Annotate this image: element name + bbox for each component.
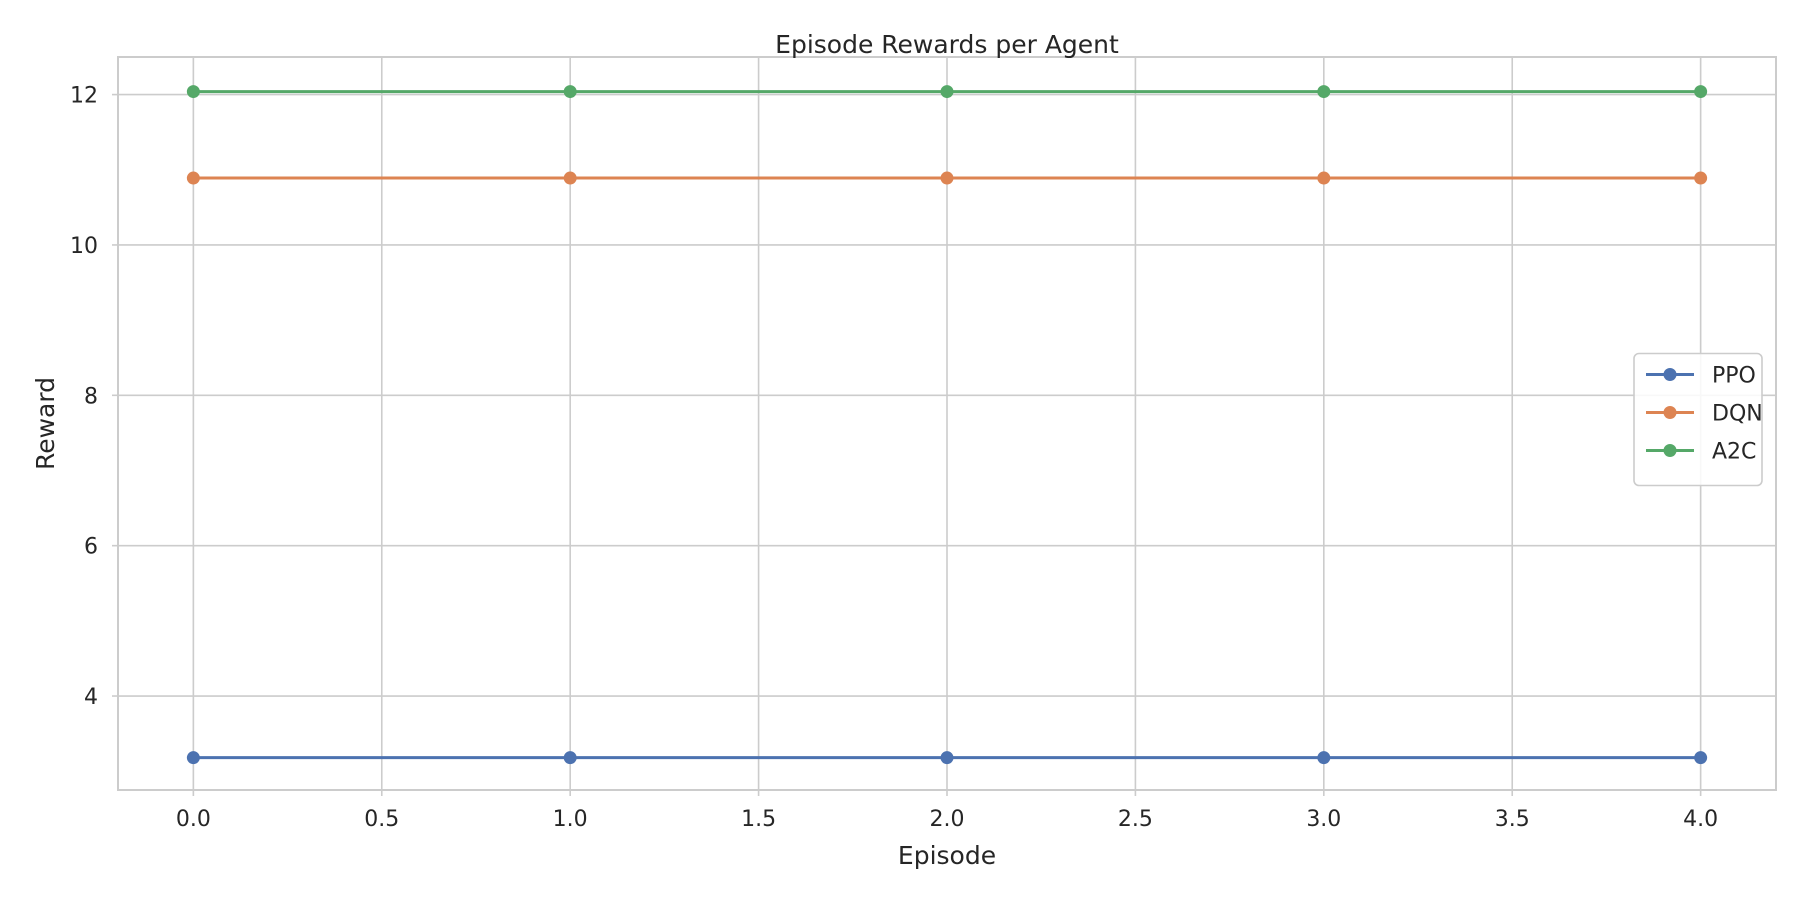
- y-tick-label: 12: [70, 84, 98, 109]
- grid-lines: [118, 57, 1776, 790]
- x-tick-label: 3.0: [1306, 807, 1341, 832]
- data-point: [186, 751, 200, 765]
- series-ppo: [186, 751, 1708, 765]
- chart-title: Episode Rewards per Agent: [775, 30, 1119, 59]
- x-tick-label: 3.5: [1495, 807, 1530, 832]
- data-point: [1694, 751, 1708, 765]
- legend-item: A2C: [1646, 440, 1756, 465]
- y-tick-label: 10: [70, 234, 98, 259]
- data-point: [1694, 171, 1708, 185]
- data-point: [563, 85, 577, 99]
- data-point: [1317, 85, 1331, 99]
- x-tick-label: 2.0: [930, 807, 965, 832]
- y-axis-label: Reward: [31, 377, 60, 470]
- x-tick-label: 1.0: [553, 807, 588, 832]
- legend-marker: [1663, 444, 1677, 457]
- y-tick-label: 4: [84, 685, 98, 710]
- legend-label: DQN: [1712, 402, 1763, 427]
- legend-marker: [1663, 368, 1677, 381]
- data-point: [563, 751, 577, 765]
- data-point: [186, 85, 200, 99]
- series-a2c: [186, 85, 1708, 99]
- series-dqn: [186, 171, 1708, 185]
- legend-marker: [1663, 406, 1677, 419]
- x-tick-label: 1.5: [741, 807, 776, 832]
- legend-item: PPO: [1646, 364, 1756, 389]
- legend: PPO DQN A2C: [1633, 352, 1763, 487]
- x-axis-label: Episode: [898, 841, 996, 870]
- y-tick-label: 8: [84, 384, 98, 409]
- data-point: [563, 171, 577, 185]
- data-point: [186, 171, 200, 185]
- legend-label: A2C: [1712, 440, 1756, 465]
- data-point: [1317, 751, 1331, 765]
- x-tick-label: 0.5: [364, 807, 399, 832]
- x-tick-label: 4.0: [1683, 807, 1718, 832]
- x-tick-label: 0.0: [176, 807, 211, 832]
- data-point: [940, 751, 954, 765]
- legend-item: DQN: [1646, 402, 1763, 427]
- series-layer: [186, 85, 1708, 765]
- x-tick-label: 2.5: [1118, 807, 1153, 832]
- y-axis-ticks: 4 6 8 10 12: [70, 84, 118, 710]
- data-point: [1694, 85, 1708, 99]
- data-point: [940, 171, 954, 185]
- y-tick-label: 6: [84, 535, 98, 560]
- x-axis-ticks: 0.0 0.5 1.0 1.5 2.0 2.5 3.0 3.5 4.0: [176, 790, 1718, 832]
- data-point: [1317, 171, 1331, 185]
- data-point: [940, 85, 954, 99]
- legend-label: PPO: [1712, 364, 1756, 389]
